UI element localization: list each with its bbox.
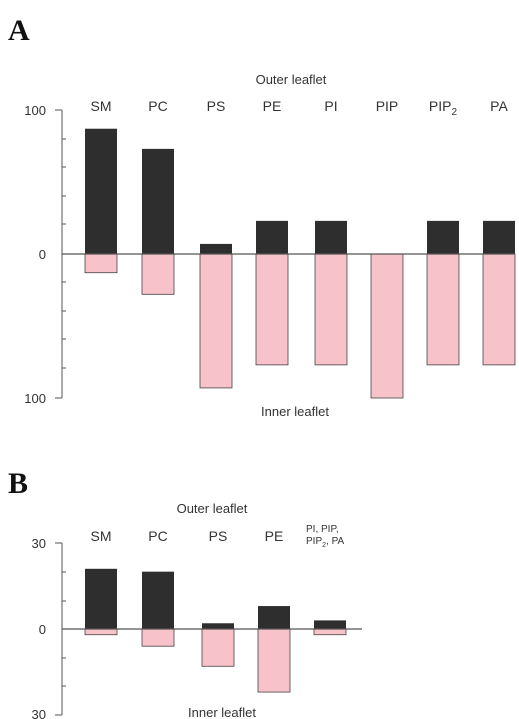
panel-b-chart: B Outer leaflet Inner leaflet 30 0 30 SM… [8, 467, 362, 719]
panel-b-ytick-label-bottom: 30 [32, 707, 46, 719]
panel-a-ytick-label-top: 100 [24, 103, 46, 118]
panel-a-outer-bar-pi [315, 220, 347, 254]
panel-a-inner-bar-pe [255, 253, 289, 366]
panel-b-inner-bar-pe [257, 628, 291, 693]
panel-a-inner-bar-sm [84, 253, 118, 274]
panel-a-outer-bar-ps [200, 243, 232, 254]
panel-a-category-label-pip: PIP [376, 98, 399, 114]
panel-a-category-label-ps: PS [207, 98, 226, 114]
panel-b-outer-bar-pi-pip-pip2-pa [314, 620, 346, 629]
panel-a-inner-bar-pip2 [426, 253, 460, 366]
panel-b-y-minor-ticks [62, 571, 66, 687]
panel-b-outer-leaflet-label: Outer leaflet [177, 501, 248, 516]
panel-b-category-label-pe: PE [265, 528, 284, 544]
panel-a-outer-bar-pe [256, 220, 288, 254]
panel-b-bars [84, 568, 347, 693]
panel-a-outer-leaflet-label: Outer leaflet [256, 72, 327, 87]
panel-a-category-label-pi: PI [324, 98, 337, 114]
panel-a-category-label-pe: PE [263, 98, 282, 114]
panel-a-ytick-label-zero: 0 [39, 247, 46, 262]
panel-a-inner-leaflet-label: Inner leaflet [261, 404, 329, 419]
panel-a-ytick-label-bottom: 100 [24, 391, 46, 406]
panel-a-letter: A [8, 14, 30, 47]
panel-b-inner-leaflet-label: Inner leaflet [188, 705, 256, 719]
panel-b-outer-bar-pe [258, 606, 290, 629]
panel-b-letter: B [8, 467, 28, 500]
panel-a-outer-bar-pip2 [427, 220, 459, 254]
panel-a-inner-bar-pi [314, 253, 348, 366]
panel-a-category-label-pip2: PIP2 [429, 98, 458, 118]
panel-a-outer-bar-sm [85, 128, 117, 254]
panel-a-inner-bar-ps [199, 253, 233, 389]
panel-a-inner-bar-pip [370, 253, 404, 399]
panel-a-outer-bar-pc [142, 148, 174, 254]
panel-b-inner-bar-ps [201, 628, 235, 667]
panel-b-inner-bar-sm [84, 628, 118, 636]
panel-b-category-label-ps: PS [209, 528, 228, 544]
panel-a-inner-bar-pa [482, 253, 516, 366]
panel-a-category-label-pa: PA [490, 98, 508, 114]
panel-a-bars [84, 128, 516, 399]
panel-a-chart: A Outer leaflet Inner leaflet 100 0 100 … [8, 14, 516, 419]
panel-a-y-minor-ticks [62, 138, 66, 369]
panel-b-inner-bar-pc [141, 628, 175, 647]
panel-b-category-label-others: PI, PIP, PIP2, PA [306, 524, 345, 549]
panel-b-outer-bar-ps [202, 623, 234, 629]
panel-a-category-label-pc: PC [148, 98, 167, 114]
panel-a-inner-bar-pc [141, 253, 175, 295]
panel-b-category-label-sm: SM [91, 528, 112, 544]
panel-b-inner-bar-pi-pip-pip2-pa [313, 628, 347, 636]
panel-a-category-label-sm: SM [91, 98, 112, 114]
panel-b-category-label-pc: PC [148, 528, 167, 544]
panel-b-outer-bar-sm [85, 568, 117, 629]
panel-a-outer-bar-pa [483, 220, 515, 254]
panel-b-outer-bar-pc [142, 571, 174, 629]
panel-b-ytick-label-zero: 0 [39, 622, 46, 637]
panel-b-ytick-label-top: 30 [32, 536, 46, 551]
